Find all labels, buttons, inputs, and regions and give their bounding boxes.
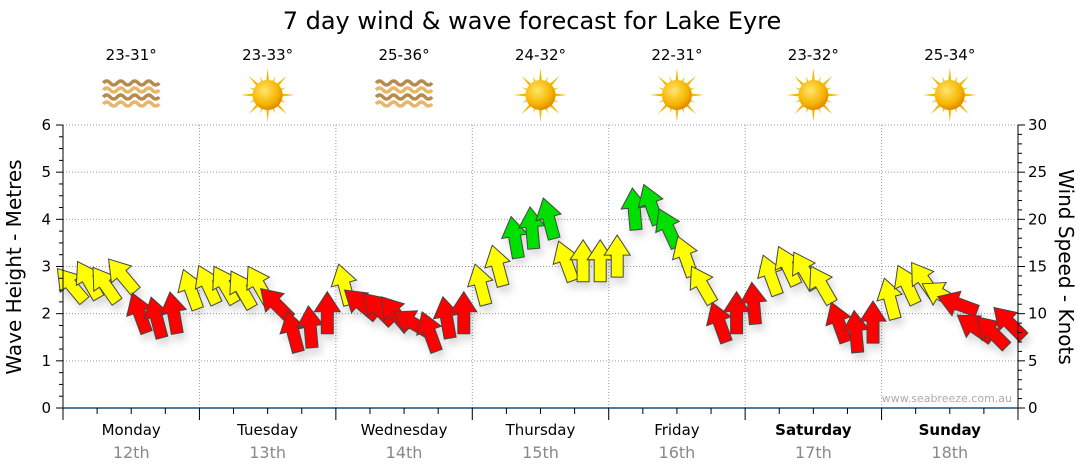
y2-tick-label: 20 (1028, 210, 1047, 228)
wind-arrow (142, 296, 170, 340)
date-label: 15th (522, 443, 559, 462)
y2-tick-label: 30 (1028, 116, 1047, 134)
sun-disc (798, 80, 829, 110)
wind-arrow (432, 295, 461, 340)
wind-arrow (976, 316, 1012, 352)
day-label: Monday (102, 421, 161, 439)
sun-icon (513, 68, 568, 122)
y-axis-label: Wave Height - Metres (2, 159, 26, 374)
wind-arrow (56, 267, 90, 306)
wind-arrow (484, 244, 511, 288)
wind-arrow (739, 281, 768, 326)
wind-arrow (893, 264, 922, 307)
day-label: Saturday (775, 421, 852, 439)
wave-line (101, 100, 161, 108)
wind-arrow (689, 265, 719, 307)
wind-arrow (126, 292, 153, 336)
sun-icon (240, 68, 295, 122)
watermark: www.seabreeze.com.au (882, 392, 1012, 405)
day-label: Wednesday (361, 421, 448, 439)
y-tick-label: 4 (41, 210, 51, 228)
temperature-range: 22-31° (651, 46, 702, 64)
waves-icon (374, 79, 434, 108)
sun-disc (934, 80, 965, 110)
day-label: Tuesday (236, 421, 298, 439)
wave-line (374, 86, 434, 94)
y-tick-label: 1 (41, 352, 51, 370)
date-label: 13th (249, 443, 286, 462)
wind-arrow (809, 265, 838, 307)
day-label: Friday (654, 421, 700, 439)
wave-line (374, 79, 434, 87)
wave-line (101, 93, 161, 101)
date-label: 14th (386, 443, 423, 462)
wind-arrow (449, 290, 478, 335)
wave-line (101, 79, 161, 87)
wind-arrow (706, 301, 733, 345)
wind-arrow (107, 258, 141, 296)
wind-arrow (466, 263, 494, 307)
y2-tick-label: 0 (1028, 399, 1038, 417)
temperature-range: 23-33° (242, 46, 293, 64)
temperature-range: 24-32° (515, 46, 566, 64)
wind-arrow (859, 300, 887, 344)
sun-disc (525, 80, 556, 110)
date-label: 16th (659, 443, 696, 462)
temperature-range: 25-36° (379, 46, 430, 64)
temperature-range: 23-32° (788, 46, 839, 64)
y2-axis-label: Wind Speed - Knots (1054, 169, 1078, 365)
temperature-range: 23-31° (106, 46, 157, 64)
sun-icon (922, 68, 977, 122)
sun-disc (661, 80, 692, 110)
wave-line (374, 100, 434, 108)
wind-arrow (313, 290, 342, 335)
day-label: Sunday (919, 421, 982, 439)
y2-tick-label: 15 (1028, 258, 1047, 276)
date-label: 18th (931, 443, 968, 462)
temperature-range: 25-34° (924, 46, 975, 64)
y2-tick-label: 5 (1028, 352, 1038, 370)
date-label: 17th (795, 443, 832, 462)
wind-arrow (296, 304, 325, 349)
y-tick-label: 5 (41, 163, 51, 181)
day-label: Thursday (505, 421, 576, 439)
y-tick-label: 0 (41, 399, 51, 417)
date-label: 12th (113, 443, 150, 462)
wind-arrow (603, 234, 632, 278)
y-tick-label: 2 (41, 305, 51, 323)
wind-arrow (194, 264, 223, 307)
y2-tick-label: 25 (1028, 163, 1047, 181)
y-tick-label: 6 (41, 116, 51, 134)
waves-icon (101, 79, 161, 108)
sun-icon (649, 68, 704, 122)
sun-icon (786, 68, 841, 122)
y-tick-label: 3 (41, 258, 51, 276)
wind-arrow (92, 266, 123, 306)
wind-arrow (416, 310, 443, 354)
wind-arrow (279, 310, 307, 354)
wind-arrow (535, 197, 563, 241)
sun-disc (252, 80, 283, 110)
wind-arrow (569, 238, 598, 283)
y2-tick-label: 10 (1028, 305, 1047, 323)
wind-arrow (774, 245, 803, 288)
wave-line (101, 86, 161, 94)
wind-arrow (936, 290, 980, 318)
chart-title: 7 day wind & wave forecast for Lake Eyre (283, 7, 782, 35)
wind-arrow (159, 291, 188, 336)
wave-line (374, 93, 434, 101)
wind-arrow (586, 238, 615, 283)
